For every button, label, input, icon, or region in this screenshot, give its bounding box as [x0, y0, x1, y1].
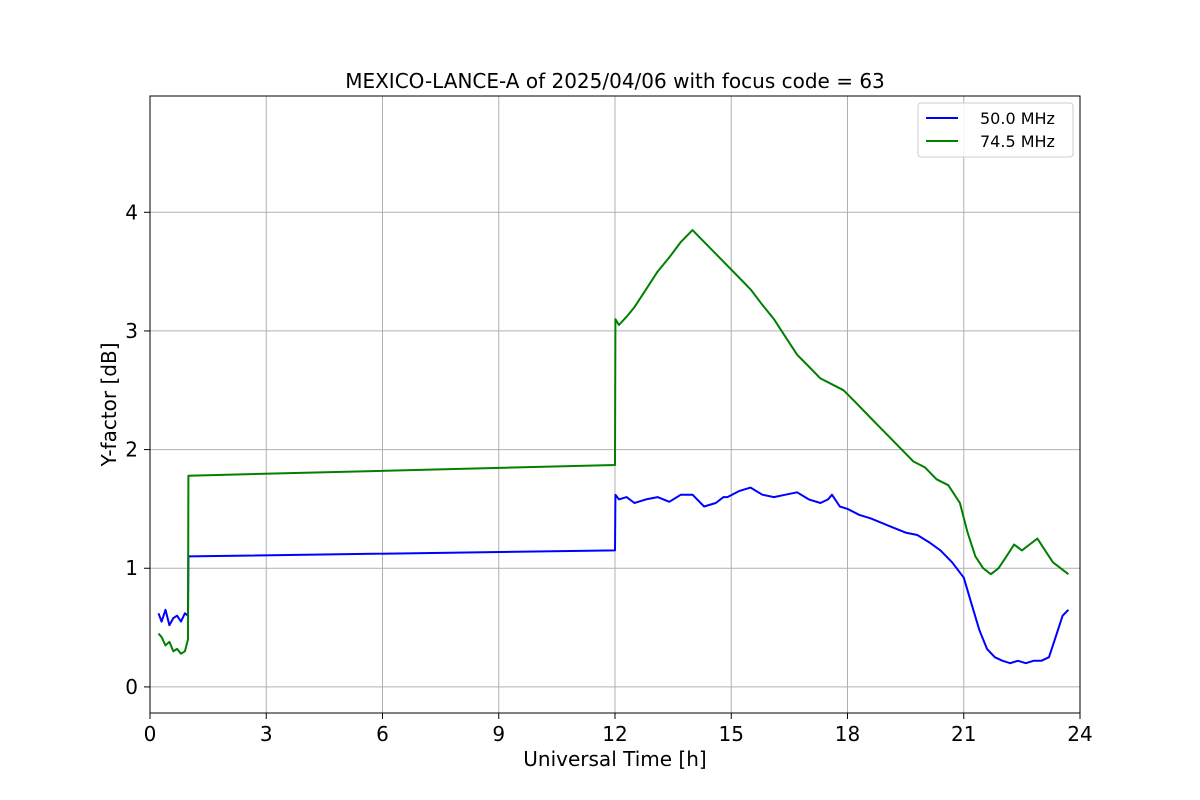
y-axis-label: Y-factor [dB] — [97, 342, 121, 467]
legend-box — [917, 102, 1074, 158]
series-layer — [157, 229, 1070, 665]
x-tick-label: 15 — [719, 722, 744, 746]
x-tick-label: 18 — [835, 722, 860, 746]
chart-title: MEXICO-LANCE-A of 2025/04/06 with focus … — [345, 69, 885, 93]
legend: 50.0 MHz 74.5 MHz — [917, 102, 1074, 158]
x-tick-label: 6 — [376, 722, 389, 746]
x-tick-label: 24 — [1067, 722, 1092, 746]
x-tick-label: 21 — [951, 722, 976, 746]
legend-label: 50.0 MHz — [980, 109, 1055, 128]
y-tick-label: 4 — [125, 200, 138, 224]
y-tick-label: 1 — [125, 556, 138, 580]
y-tick-label: 2 — [125, 438, 138, 462]
legend-label: 74.5 MHz — [980, 132, 1055, 151]
series-line-2 — [157, 229, 1070, 655]
y-axis: 0 1 2 3 4 — [125, 200, 150, 699]
x-tick-label: 0 — [144, 722, 157, 746]
x-axis: 0 3 6 9 12 15 18 21 24 — [144, 713, 1093, 746]
series-line-1 — [157, 486, 1070, 665]
y-tick-label: 3 — [125, 319, 138, 343]
x-tick-label: 12 — [602, 722, 627, 746]
y-tick-label: 0 — [125, 675, 138, 699]
x-tick-label: 3 — [260, 722, 273, 746]
x-axis-label: Universal Time [h] — [523, 747, 706, 771]
x-tick-label: 9 — [492, 722, 505, 746]
